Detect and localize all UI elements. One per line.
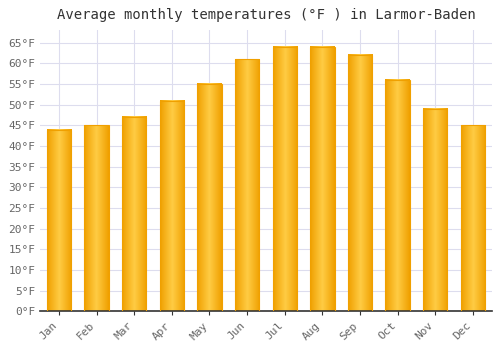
Bar bbox=[310, 47, 334, 311]
Bar bbox=[272, 47, 297, 311]
Bar bbox=[122, 117, 146, 311]
Title: Average monthly temperatures (°F ) in Larmor-Baden: Average monthly temperatures (°F ) in La… bbox=[56, 8, 476, 22]
Bar bbox=[160, 101, 184, 311]
Bar bbox=[423, 109, 448, 311]
Bar bbox=[460, 125, 485, 311]
Bar bbox=[198, 84, 222, 311]
Bar bbox=[47, 130, 71, 311]
Bar bbox=[235, 60, 260, 311]
Bar bbox=[348, 55, 372, 311]
Bar bbox=[386, 80, 410, 311]
Bar bbox=[84, 125, 109, 311]
